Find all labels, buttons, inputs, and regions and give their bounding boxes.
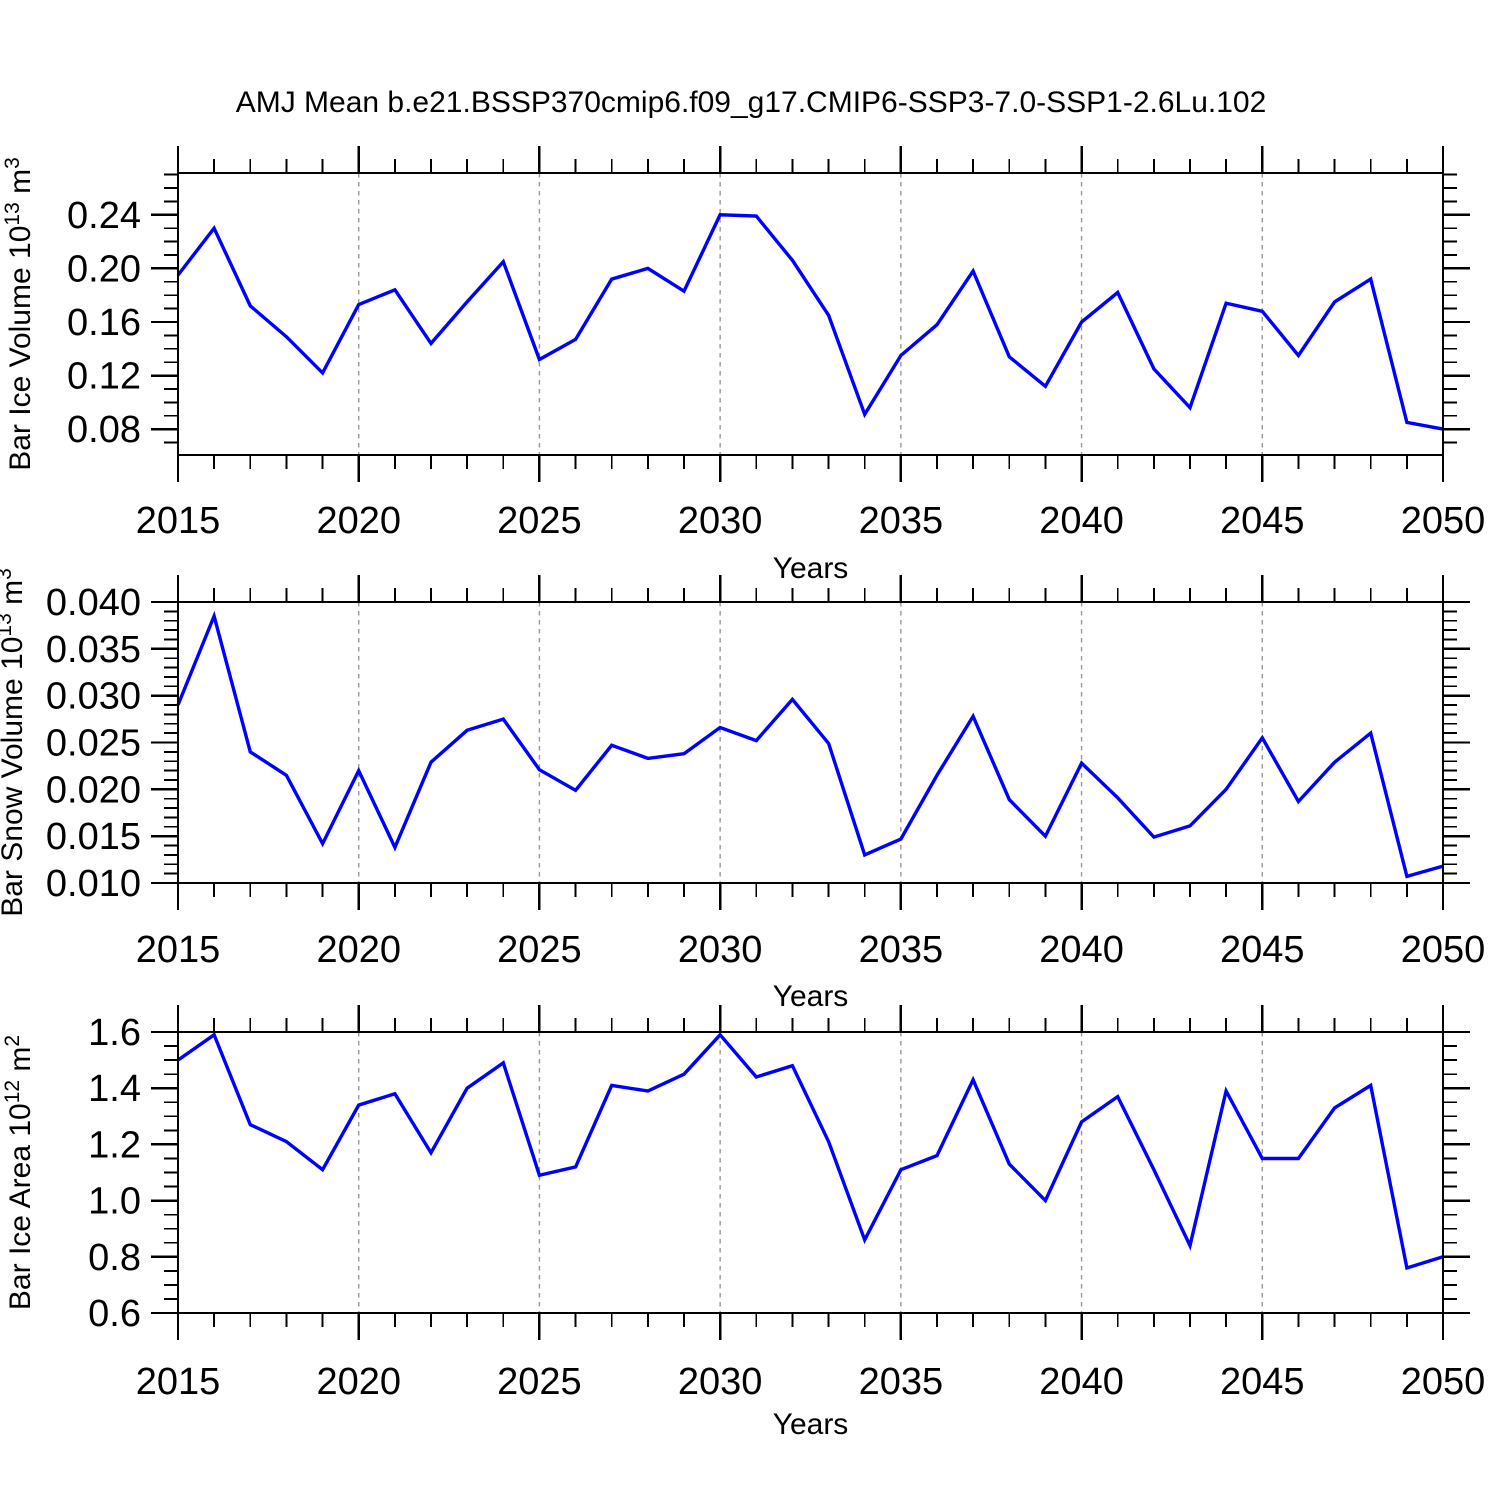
y-axis-title-superscript: 2 bbox=[1, 1035, 24, 1047]
data-line bbox=[176, 610, 1444, 879]
x-tick-label: 2020 bbox=[316, 500, 401, 542]
x-axis-title: Years bbox=[773, 1408, 849, 1441]
x-tick-label: 2035 bbox=[859, 1361, 944, 1403]
x-tick-label: 2045 bbox=[1220, 500, 1305, 542]
y-tick-label: 1.0 bbox=[88, 1181, 141, 1223]
y-tick-label: 0.010 bbox=[46, 863, 141, 905]
charts-root: 0.24 0.20 0.16 0.12 0.08 2015 2020 2025 2030 2035… bbox=[0, 146, 1485, 1441]
x-tick-label: 2015 bbox=[136, 929, 221, 971]
x-tick-label: 2030 bbox=[678, 929, 763, 971]
x-tick-label: 2015 bbox=[136, 500, 221, 542]
data-line bbox=[176, 213, 1444, 431]
y-tick-label: 1.2 bbox=[88, 1124, 141, 1166]
y-axis-title: Bar Ice Area 1012 m2 bbox=[1, 1035, 37, 1310]
y-tick-label: 0.030 bbox=[46, 676, 141, 718]
x-tick-label: 2035 bbox=[859, 929, 944, 971]
y-axis-title-superscript: 3 bbox=[1, 157, 24, 169]
y-tick-label: 0.020 bbox=[46, 769, 141, 811]
y-tick-label: 0.035 bbox=[46, 629, 141, 671]
x-axis-title: Years bbox=[773, 552, 849, 585]
axis-border bbox=[176, 1030, 1445, 1315]
y-tick-label: 0.16 bbox=[67, 302, 141, 344]
x-tick-label: 2025 bbox=[497, 929, 582, 971]
x-tick-label: 2040 bbox=[1039, 1361, 1124, 1403]
y-tick-label: 0.8 bbox=[88, 1237, 141, 1279]
y-axis-title: Bar Ice Volume 1013 m3 bbox=[1, 157, 37, 471]
x-tick-label: 2015 bbox=[136, 1361, 221, 1403]
x-tick-label: 2050 bbox=[1401, 1361, 1486, 1403]
y-tick-label: 0.015 bbox=[46, 816, 141, 858]
x-tick-label: 2050 bbox=[1401, 929, 1486, 971]
chart-bar-ice-area: 1.6 1.4 1.2 1.0 0.8 0.6 2015 2020 2025 2030 2035 20… bbox=[1, 1005, 1485, 1441]
y-tick-label: 0.040 bbox=[46, 582, 141, 624]
x-tick-label: 2045 bbox=[1220, 1361, 1305, 1403]
y-axis-title-segment: Bar Snow Volume 10 bbox=[0, 637, 29, 917]
y-tick-label: 0.08 bbox=[67, 409, 141, 451]
y-axis-title-superscript: 13 bbox=[0, 613, 16, 636]
figure-title: AMJ Mean b.e21.BSSP370cmip6.f09_g17.CMIP… bbox=[236, 86, 1267, 119]
y-tick-label: 1.4 bbox=[88, 1068, 141, 1110]
x-tick-label: 2020 bbox=[316, 1361, 401, 1403]
data-line bbox=[177, 1032, 1444, 1271]
x-tick-label: 2035 bbox=[859, 500, 944, 542]
x-tick-label: 2045 bbox=[1220, 929, 1305, 971]
x-tick-label: 2030 bbox=[678, 1361, 763, 1403]
y-axis-title-superscript: 13 bbox=[1, 202, 24, 225]
axis-border bbox=[176, 600, 1445, 885]
y-tick-label: 0.20 bbox=[67, 248, 141, 290]
y-axis-title-segment: m bbox=[4, 169, 37, 202]
y-axis-title-segment: m bbox=[4, 1047, 37, 1080]
axes bbox=[151, 146, 1470, 482]
y-tick-label: 1.6 bbox=[88, 1012, 141, 1054]
y-tick-label: 0.6 bbox=[88, 1293, 141, 1335]
y-axis-title-segment: Bar Ice Area 10 bbox=[4, 1103, 37, 1310]
x-tick-label: 2040 bbox=[1039, 929, 1124, 971]
y-axis-title-superscript: 3 bbox=[0, 568, 16, 580]
axis-border bbox=[176, 171, 1445, 457]
x-tick-label: 2025 bbox=[497, 500, 582, 542]
y-tick-label: 0.24 bbox=[67, 195, 141, 237]
axes bbox=[151, 575, 1470, 910]
x-tick-label: 2040 bbox=[1039, 500, 1124, 542]
y-tick-label: 0.025 bbox=[46, 723, 141, 765]
y-axis-title: Bar Snow Volume 1013 m3 bbox=[0, 568, 29, 917]
y-axis-title-superscript: 12 bbox=[1, 1080, 24, 1103]
x-tick-label: 2020 bbox=[316, 929, 401, 971]
x-axis-title: Years bbox=[773, 980, 849, 1013]
y-axis-title-segment: Bar Ice Volume 10 bbox=[4, 226, 37, 471]
y-tick-label: 0.12 bbox=[67, 356, 141, 398]
axes bbox=[151, 1005, 1470, 1340]
x-tick-label: 2025 bbox=[497, 1361, 582, 1403]
x-tick-label: 2050 bbox=[1401, 500, 1486, 542]
chart-bar-ice-volume: 0.24 0.20 0.16 0.12 0.08 2015 2020 2025 2030 2035… bbox=[1, 146, 1485, 585]
y-axis-title-segment: m bbox=[0, 580, 29, 613]
x-tick-label: 2030 bbox=[678, 500, 763, 542]
